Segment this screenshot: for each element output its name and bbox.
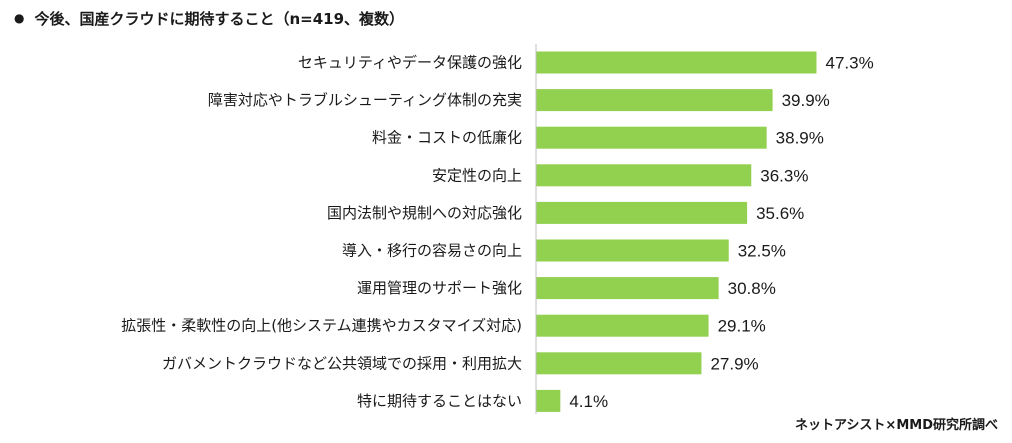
- category-label: 拡張性・柔軟性の向上(他システム連携やカスタマイズ対応): [121, 317, 522, 335]
- bar: [536, 389, 561, 412]
- category-label: 特に期待することはない: [357, 392, 522, 410]
- category-label: 国内法制や規制への対応強化: [327, 204, 522, 222]
- bar: [536, 51, 817, 74]
- value-label: 36.3%: [760, 166, 808, 185]
- bar: [536, 314, 709, 337]
- category-label: 料金・コストの低廉化: [372, 129, 522, 147]
- value-label: 30.8%: [728, 279, 776, 298]
- value-label: 39.9%: [782, 91, 830, 110]
- value-label: 38.9%: [776, 129, 824, 148]
- bar: [536, 201, 748, 224]
- category-label: ガバメントクラウドなど公共領域での採用・利用拡大: [162, 354, 522, 372]
- bar: [536, 89, 773, 112]
- value-label: 4.1%: [569, 392, 608, 411]
- category-label: 運用管理のサポート強化: [357, 279, 522, 297]
- category-label: 導入・移行の容易さの向上: [342, 242, 522, 260]
- source-credit: ネットアシスト×MMD研究所調べ: [794, 418, 998, 433]
- category-label: 安定性の向上: [432, 166, 522, 184]
- value-label: 29.1%: [718, 317, 766, 336]
- value-label: 27.9%: [710, 354, 758, 373]
- value-label: 32.5%: [738, 242, 786, 261]
- bar: [536, 239, 729, 262]
- chart-title-row: ● 今後、国産クラウドに期待すること（n=419、複数）: [14, 6, 404, 30]
- bar: [536, 352, 702, 375]
- bar: [536, 277, 719, 300]
- bar: [536, 164, 752, 187]
- value-label: 35.6%: [756, 204, 804, 223]
- chart-title: 今後、国産クラウドに期待すること（n=419、複数）: [34, 9, 405, 28]
- bullet-icon: ●: [14, 11, 25, 25]
- category-label: セキュリティやデータ保護の強化: [298, 54, 522, 72]
- category-label: 障害対応やトラブルシューティング体制の充実: [208, 91, 522, 109]
- value-label: 47.3%: [825, 54, 873, 73]
- bar: [536, 126, 767, 149]
